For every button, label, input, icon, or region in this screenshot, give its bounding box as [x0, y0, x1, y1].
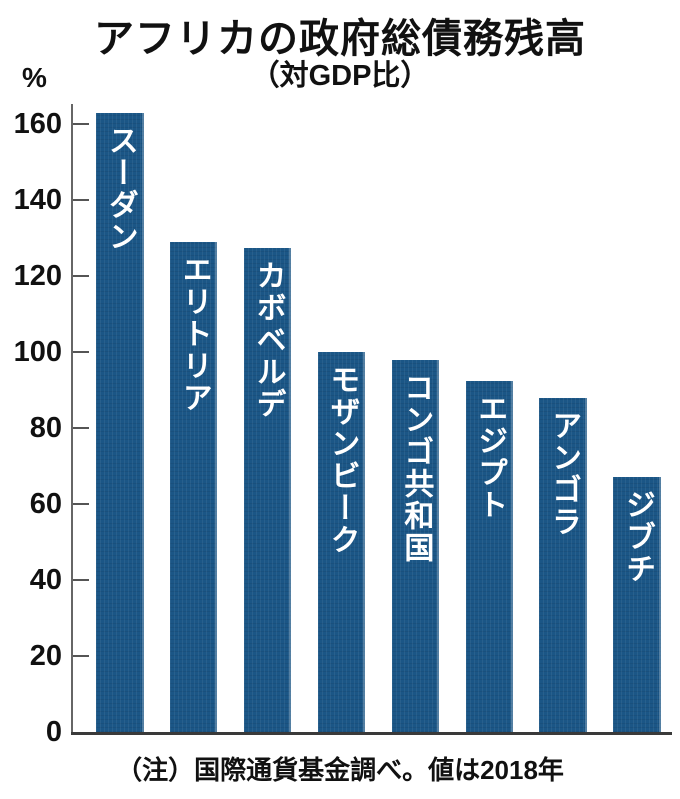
- y-tick-mark: [73, 351, 89, 353]
- bar: モザンビーク: [317, 352, 366, 732]
- bar-label: カボベルデ: [251, 259, 285, 420]
- y-tick-label: 60: [29, 488, 62, 520]
- y-axis-line: [71, 104, 73, 734]
- footnote: （注）国際通貨基金調べ。値は2018年: [116, 755, 564, 785]
- bar-label: アンゴラ: [547, 409, 581, 538]
- bar: スーダン: [96, 112, 144, 732]
- bar: エジプト: [465, 380, 513, 732]
- y-tick-label: 20: [29, 640, 62, 672]
- y-tick-mark: [73, 275, 89, 277]
- bar-label: ジブチ: [621, 489, 655, 586]
- chart-title: アフリカの政府総債務残高: [94, 17, 586, 61]
- bar-label: モザンビーク: [325, 364, 359, 556]
- y-tick-mark: [73, 579, 89, 581]
- bar-label: スーダン: [103, 124, 137, 253]
- bar: エリトリア: [169, 241, 218, 732]
- y-tick-mark: [73, 199, 89, 201]
- y-axis-unit-label: %: [22, 62, 47, 93]
- y-tick-label: 160: [13, 108, 62, 140]
- chart-subtitle: （対GDP比）: [250, 60, 430, 92]
- y-tick-mark: [73, 655, 89, 657]
- y-tick-label: 80: [29, 412, 62, 444]
- bar: コンゴ共和国: [391, 359, 440, 732]
- bar-label: コンゴ共和国: [399, 371, 433, 564]
- y-tick-mark: [73, 503, 89, 505]
- y-tick-mark: [73, 123, 89, 125]
- y-tick-mark: [73, 427, 89, 429]
- bar: ジブチ: [613, 477, 661, 732]
- y-tick-label: 140: [13, 184, 62, 216]
- y-tick-label: 100: [13, 336, 62, 368]
- bar-label: エジプト: [473, 392, 507, 521]
- bar: カボベルデ: [243, 247, 292, 732]
- y-tick-label: 40: [29, 564, 62, 596]
- x-axis-line: [71, 732, 672, 735]
- bar: アンゴラ: [539, 397, 587, 732]
- bar-label: エリトリア: [177, 253, 211, 414]
- y-tick-label: 120: [13, 260, 62, 292]
- y-tick-label: 0: [45, 716, 62, 748]
